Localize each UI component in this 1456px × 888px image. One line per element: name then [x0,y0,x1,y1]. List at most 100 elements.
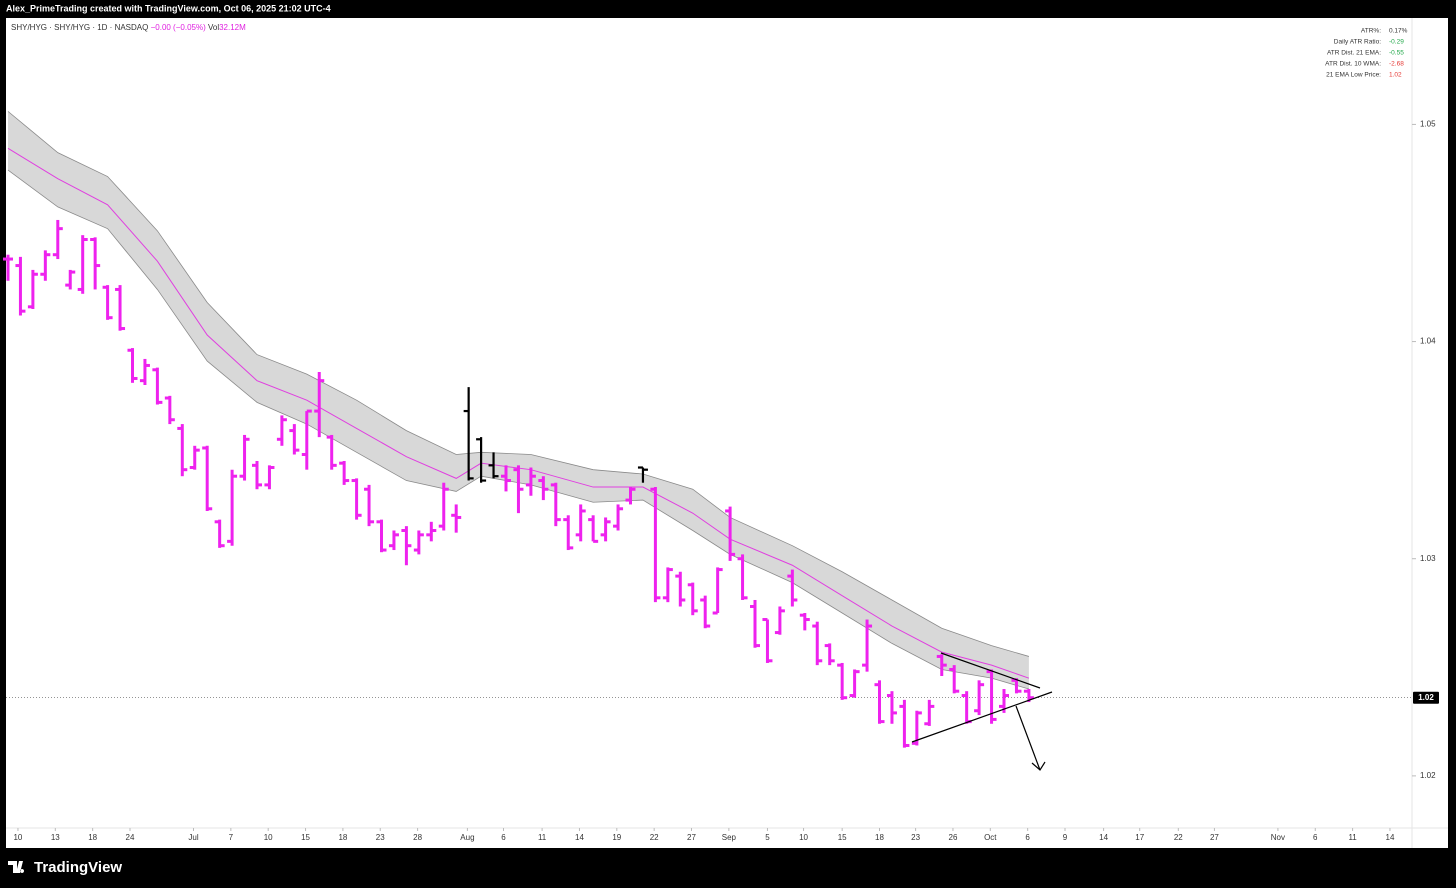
symbol: SHY/HYG · SHY/HYG · 1D · NASDAQ [11,23,148,32]
ohlc-bar [115,285,126,331]
ohlc-bar [77,235,88,294]
ohlc-bar [139,358,150,385]
ohlc-bar [862,619,873,672]
ohlc-bar [251,461,262,490]
ohlc-bar [799,613,810,631]
ohlc-bar [388,530,399,551]
ohlc-bar [787,569,798,607]
ohlc-bar [2,254,13,281]
ohlc-bar [849,669,860,698]
credit: Alex_PrimeTrading created with TradingVi… [6,3,331,13]
ohlc-bar [413,530,424,555]
x-tick-label: 19 [612,833,621,842]
ohlc-bar [637,466,648,483]
y-tick-label: 1.05 [1420,120,1436,129]
x-tick-label: 14 [1099,833,1108,842]
info-value: -0.55 [1389,50,1404,57]
x-tick-label: 27 [687,833,696,842]
brand: TradingView [34,859,122,876]
arrow [1015,705,1041,771]
ohlc-bar [737,554,748,600]
x-tick-label: 10 [264,833,273,842]
ohlc-bar [339,461,350,485]
ohlc-bar [500,465,511,492]
legend: SHY/HYG · SHY/HYG · 1D · NASDAQ −0.00 (−… [11,23,246,32]
x-tick-label: 15 [838,833,847,842]
ohlc-bar [326,434,337,470]
x-tick-label: Jul [188,833,198,842]
ohlc-bar [700,595,711,629]
y-tick-label: 1.03 [1420,554,1436,563]
ohlc-bar [525,467,536,496]
x-tick-label: 14 [1386,833,1395,842]
x-tick-label: 6 [1025,833,1030,842]
x-tick-label: Sep [722,833,737,842]
ohlc-bar [613,504,624,531]
ohlc-bar [687,582,698,616]
info-value: 1.02 [1389,72,1402,79]
x-tick-label: 10 [799,833,808,842]
x-tick-label: 10 [13,833,22,842]
ohlc-bar [401,526,412,566]
ohlc-bar [774,606,785,635]
ohlc-bar [52,219,63,260]
plot: SHY/HYG · SHY/HYG · 1D · NASDAQ −0.00 (−… [2,23,1439,842]
x-tick-label: 17 [1135,833,1144,842]
ohlc-bar [675,571,686,607]
ohlc-bar [438,482,449,531]
ohlc-bar [974,680,985,716]
band-upper [7,111,1030,657]
x-tick-label: 14 [575,833,584,842]
ohlc-bar [837,662,848,700]
ohlc-bar [27,269,38,309]
ohlc-bar [364,484,375,527]
x-tick-label: 23 [911,833,920,842]
x-tick-label: 11 [1348,833,1357,842]
ohlc-bar [575,504,586,542]
ohlc-bar [276,415,287,446]
info-label: 21 EMA Low Price: [1326,72,1381,79]
ohlc-bar [289,424,300,455]
ohlc-bar [886,691,897,724]
ohlc-bar [102,285,113,320]
x-tick-label: 27 [1210,833,1219,842]
ohlc-bar [625,487,636,505]
ohlc-bar [725,506,736,561]
ohlc-bar [214,519,225,548]
ohlc-bar [750,599,761,648]
volume: 32.12M [219,23,246,32]
ohlc-bar [936,654,947,676]
x-tick-label: 28 [413,833,422,842]
ohlc-bar [513,465,524,514]
ohlc-bar [40,250,51,281]
ohlc-bar [227,469,238,546]
ohlc-bar [762,618,773,663]
x-tick-label: Oct [984,833,997,842]
x-tick-label: 5 [765,833,770,842]
ohlc-bar [986,669,997,724]
ohlc-bar [538,476,549,501]
x-tick-label: 24 [126,833,135,842]
ohlc-bar [314,371,325,438]
ohlc-bar [712,567,723,615]
info-label: ATR Dist. 21 EMA: [1327,50,1381,57]
x-tick-label: 9 [1063,833,1068,842]
x-tick-label: 6 [1313,833,1318,842]
ohlc-bar [824,643,835,666]
x-tick-label: 13 [51,833,60,842]
ohlc-bar [177,424,188,477]
arrow-head [1031,761,1046,771]
x-tick-label: 22 [1174,833,1183,842]
band-area [7,111,1029,690]
info-value: -0.29 [1389,39,1404,46]
ohlc-bar [588,515,599,543]
ohlc-bar [899,699,910,748]
x-tick-label: 22 [650,833,659,842]
x-tick-label: Aug [460,833,474,842]
ohlc-bar [550,482,561,527]
ohlc-bar [662,567,673,603]
y-tick-label: 1.02 [1420,771,1436,780]
brand-logo: TradingView [8,859,122,876]
brand-icon [8,861,25,873]
